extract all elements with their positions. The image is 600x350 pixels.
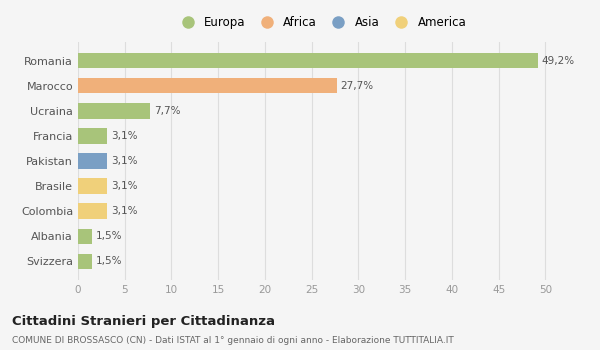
Text: 1,5%: 1,5% (96, 231, 122, 241)
Bar (78, 153, 107, 169)
Text: 3,1%: 3,1% (111, 131, 137, 141)
Bar (78, 53, 538, 68)
Bar (78, 229, 92, 244)
Bar (78, 78, 337, 93)
Legend: Europa, Africa, Asia, America: Europa, Africa, Asia, America (172, 12, 470, 32)
Text: 3,1%: 3,1% (111, 181, 137, 191)
Bar (78, 103, 150, 119)
Text: 3,1%: 3,1% (111, 156, 137, 166)
Bar (78, 254, 92, 269)
Text: 27,7%: 27,7% (341, 81, 374, 91)
Text: 7,7%: 7,7% (154, 106, 180, 116)
Text: COMUNE DI BROSSASCO (CN) - Dati ISTAT al 1° gennaio di ogni anno - Elaborazione : COMUNE DI BROSSASCO (CN) - Dati ISTAT al… (12, 336, 454, 345)
Bar (78, 128, 107, 144)
Text: 49,2%: 49,2% (542, 56, 575, 65)
Bar (78, 178, 107, 194)
Bar (78, 203, 107, 219)
Text: Cittadini Stranieri per Cittadinanza: Cittadini Stranieri per Cittadinanza (12, 315, 275, 328)
Text: 1,5%: 1,5% (96, 257, 122, 266)
Text: 3,1%: 3,1% (111, 206, 137, 216)
